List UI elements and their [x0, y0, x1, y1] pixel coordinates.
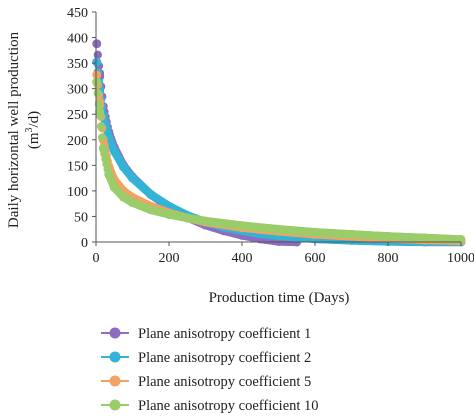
data-point	[201, 216, 210, 226]
series-marker	[98, 133, 107, 142]
legend-label: Plane anisotropy coefficient 5	[138, 374, 311, 390]
data-point	[118, 192, 128, 202]
x-tick-label: 200	[159, 251, 180, 266]
y-tick-label: 400	[67, 32, 88, 47]
legend-item: Plane anisotropy coefficient 5	[101, 374, 311, 390]
x-axis-title: Production time (Days)	[209, 290, 350, 306]
data-point	[146, 205, 156, 215]
y-axis-title: Daily horizontal well production	[6, 31, 22, 228]
data-point	[237, 221, 247, 231]
series-3	[92, 70, 466, 246]
data-point	[274, 224, 283, 234]
series-2	[92, 57, 466, 247]
series-layer	[92, 39, 466, 247]
data-point	[128, 173, 137, 183]
data-point	[92, 77, 102, 87]
series-marker	[94, 100, 104, 109]
y-tick-label: 350	[67, 57, 88, 72]
y-tick-label: 150	[67, 159, 88, 174]
y-tick-label: 250	[67, 108, 88, 123]
series-marker	[93, 88, 103, 98]
y-axis-ticks: 0 50 100 150 200 250 300 350 400 450	[67, 6, 96, 251]
data-point	[347, 229, 356, 239]
data-point	[420, 233, 429, 243]
data-point	[109, 182, 119, 192]
data-point	[118, 162, 128, 172]
y-tick-label: 0	[81, 236, 88, 251]
x-tick-label: 1000	[447, 251, 474, 266]
x-tick-label: 600	[305, 251, 326, 266]
data-point	[383, 231, 393, 241]
y-tick-label: 450	[67, 6, 88, 21]
legend-marker	[109, 375, 121, 387]
legend-item: Plane anisotropy coefficient 10	[101, 398, 319, 414]
y-axis-unit: (m3/d)	[24, 111, 42, 149]
legend-label: Plane anisotropy coefficient 1	[138, 326, 311, 342]
legend-item: Plane anisotropy coefficient 1	[101, 326, 311, 342]
legend: Plane anisotropy coefficient 1 Plane anis…	[101, 326, 319, 414]
data-point	[98, 143, 108, 153]
y-tick-label: 200	[67, 134, 88, 149]
legend-label: Plane anisotropy coefficient 10	[138, 398, 319, 414]
data-point	[109, 146, 119, 156]
legend-marker	[109, 351, 121, 363]
data-point	[92, 57, 102, 67]
data-point	[128, 198, 137, 208]
data-point	[164, 209, 174, 219]
x-tick-label: 0	[93, 251, 100, 266]
data-point	[310, 227, 320, 237]
data-point	[95, 107, 105, 117]
legend-label: Plane anisotropy coefficient 2	[138, 350, 311, 366]
series-marker	[96, 122, 106, 131]
data-point	[146, 189, 156, 199]
data-point	[104, 170, 114, 180]
y-tick-label: 100	[67, 185, 88, 200]
x-tick-label: 400	[232, 251, 253, 266]
y-tick-label: 300	[67, 83, 88, 98]
x-tick-label: 800	[378, 251, 399, 266]
legend-item: Plane anisotropy coefficient 2	[101, 350, 311, 366]
data-point	[92, 70, 102, 80]
series-4	[92, 77, 466, 244]
data-point	[92, 39, 102, 49]
data-point	[182, 213, 192, 223]
legend-marker	[109, 327, 121, 339]
x-axis-ticks: 0 200 400 600 800 1000	[93, 242, 474, 266]
legend-marker	[109, 399, 121, 411]
y-tick-label: 50	[74, 210, 88, 225]
